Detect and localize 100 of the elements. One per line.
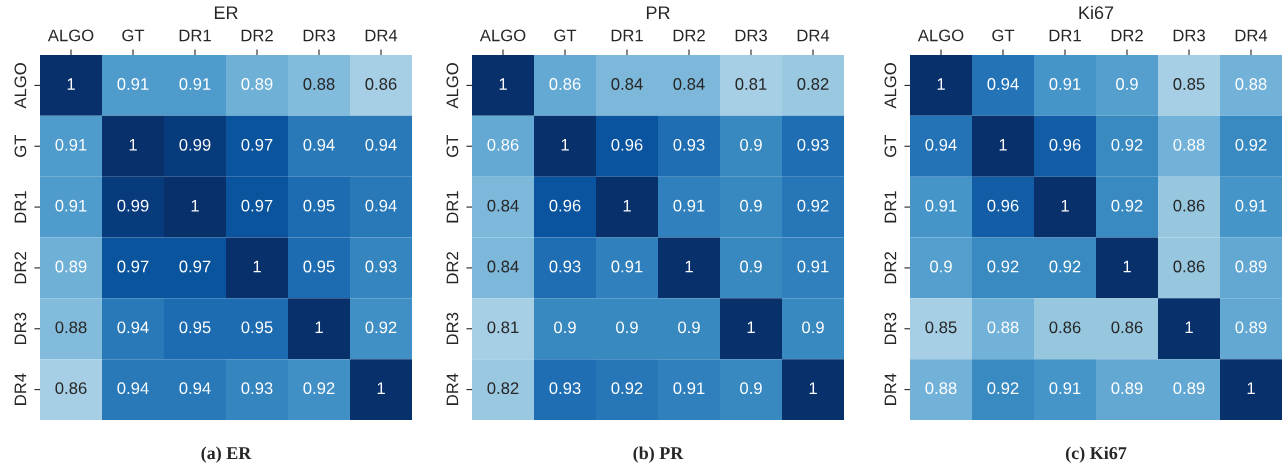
data-label: 0.9 xyxy=(802,321,824,334)
data-label: 0.92 xyxy=(1049,260,1081,273)
x-tick-label: DR2 xyxy=(673,29,705,42)
data-label: 1 xyxy=(1247,382,1255,394)
data-label: 0.89 xyxy=(1235,321,1267,334)
data-label: 0.9 xyxy=(740,260,762,273)
y-tick-label: DR3 xyxy=(446,312,459,345)
y-tick-label: ALGO xyxy=(446,63,459,109)
y-tick-label: ALGO xyxy=(884,63,897,109)
data-label: 0.91 xyxy=(1049,382,1081,395)
data-label: 0.9 xyxy=(616,321,638,334)
data-label: 0.94 xyxy=(117,382,149,395)
data-label: 0.95 xyxy=(179,321,211,334)
y-tick-label: DR2 xyxy=(884,252,897,284)
y-tick-label: DR2 xyxy=(14,252,27,284)
y-tick-label: DR1 xyxy=(446,191,459,223)
x-tick-label: GT xyxy=(992,29,1015,42)
data-label: 0.86 xyxy=(1111,321,1143,334)
data-label: 0.94 xyxy=(117,321,149,334)
data-label: 0.92 xyxy=(303,382,335,395)
data-label: 0.93 xyxy=(549,260,581,273)
x-tick-label: DR3 xyxy=(735,29,767,42)
data-label: 0.88 xyxy=(1235,78,1267,90)
data-label: 1 xyxy=(191,199,199,212)
data-label: 0.91 xyxy=(1235,199,1267,212)
text: (a) ER xyxy=(201,446,252,463)
y-tick-label: GT xyxy=(446,135,459,157)
data-label: 0.99 xyxy=(117,199,149,212)
x-tick-label: DR4 xyxy=(365,29,398,42)
x-tick-label: DR1 xyxy=(611,29,643,42)
data-label: 1 xyxy=(377,382,385,394)
data-label: 0.93 xyxy=(365,260,397,273)
data-label: 0.96 xyxy=(549,199,581,212)
data-label: 0.86 xyxy=(549,78,581,90)
data-label: 0.91 xyxy=(55,138,87,151)
data-label: 0.94 xyxy=(925,138,957,151)
data-label: 0.89 xyxy=(241,78,273,90)
data-label: 0.9 xyxy=(1116,78,1138,90)
chart-title: ER xyxy=(214,6,238,19)
x-tick-label: DR2 xyxy=(1111,29,1143,42)
data-label: 0.9 xyxy=(740,382,762,395)
data-label: 0.92 xyxy=(1111,138,1143,151)
data-label: 1 xyxy=(937,78,945,90)
data-label: 0.84 xyxy=(487,199,519,212)
data-label: 0.88 xyxy=(303,78,335,90)
data-label: 0.93 xyxy=(549,382,581,395)
data-label: 0.97 xyxy=(241,199,273,212)
data-label: 0.92 xyxy=(611,382,643,395)
y-tick-label: DR4 xyxy=(14,373,27,405)
data-label: 0.94 xyxy=(179,382,211,395)
data-label: 0.86 xyxy=(365,78,397,90)
data-label: 0.91 xyxy=(55,199,87,212)
data-label: 0.88 xyxy=(987,321,1019,334)
data-label: 0.9 xyxy=(740,138,762,151)
data-label: 1 xyxy=(623,199,631,212)
data-label: 0.94 xyxy=(987,78,1019,90)
data-label: 0.89 xyxy=(55,260,87,273)
data-label: 0.88 xyxy=(55,321,87,334)
data-label: 0.95 xyxy=(241,321,273,334)
data-label: 0.9 xyxy=(930,260,952,273)
data-label: 0.97 xyxy=(117,260,149,273)
data-label: 0.96 xyxy=(987,199,1019,212)
data-label: 1 xyxy=(999,139,1007,151)
x-tick-label: DR4 xyxy=(797,29,830,42)
data-label: 0.86 xyxy=(55,382,87,395)
data-label: 0.81 xyxy=(735,78,767,90)
data-label: 1 xyxy=(1185,321,1193,334)
x-tick-label: DR1 xyxy=(1049,29,1081,42)
x-tick-label: DR2 xyxy=(241,29,273,42)
data-label: 0.91 xyxy=(117,78,149,90)
data-label: 0.9 xyxy=(740,199,762,212)
x-tick-label: ALGO xyxy=(479,29,526,42)
data-label: 0.92 xyxy=(797,199,829,212)
data-label: 1 xyxy=(67,78,75,90)
y-tick-label: ALGO xyxy=(14,63,27,109)
data-label: 1 xyxy=(809,382,817,394)
data-label: 0.89 xyxy=(1235,260,1267,273)
data-label: 0.86 xyxy=(1173,199,1205,212)
data-label: 0.85 xyxy=(1173,78,1205,90)
y-tick-label: DR1 xyxy=(884,191,897,223)
chart-title: Ki67 xyxy=(1079,5,1114,20)
y-tick-label: DR3 xyxy=(14,312,27,345)
x-tick-label: GT xyxy=(554,29,577,42)
data-label: 0.94 xyxy=(365,138,397,151)
data-label: 0.86 xyxy=(1173,260,1205,273)
data-label: 0.81 xyxy=(487,321,519,334)
data-label: 1 xyxy=(499,78,507,90)
data-label: 0.97 xyxy=(241,138,273,151)
data-label: 0.91 xyxy=(1049,78,1081,90)
data-label: 0.88 xyxy=(1173,138,1205,151)
y-tick-label: GT xyxy=(884,135,897,157)
x-tick-label: DR1 xyxy=(179,29,211,42)
data-label: 0.92 xyxy=(987,382,1019,395)
data-label: 0.92 xyxy=(365,321,397,334)
y-tick-label: DR2 xyxy=(446,252,459,284)
x-tick-label: DR3 xyxy=(1173,29,1205,42)
data-label: 0.95 xyxy=(303,260,335,273)
data-label: 1 xyxy=(1061,199,1069,212)
data-label: 0.89 xyxy=(1173,382,1205,395)
data-label: 0.94 xyxy=(365,199,397,212)
